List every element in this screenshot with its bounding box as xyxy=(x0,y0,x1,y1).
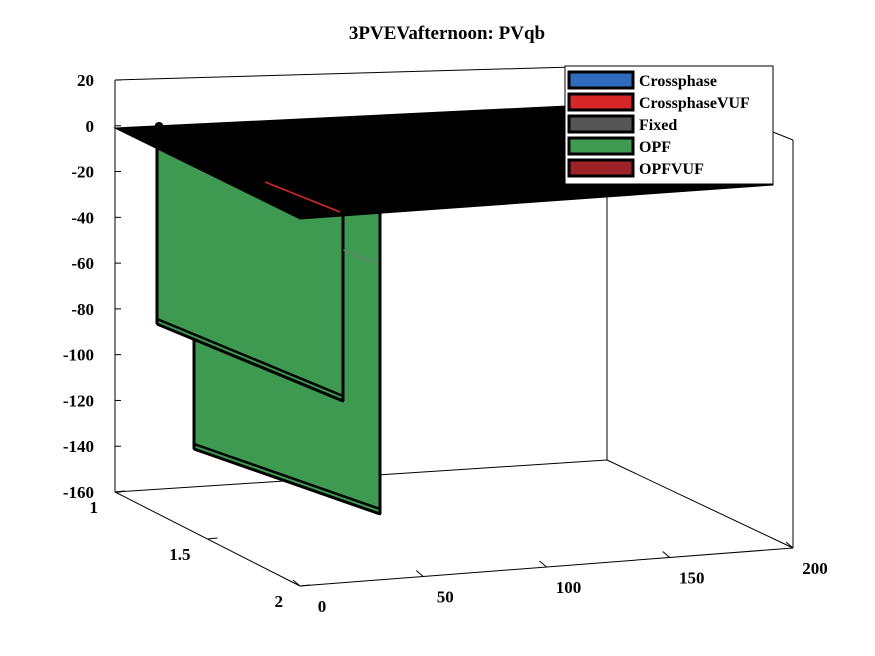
y-tick-label: 1 xyxy=(90,498,99,517)
x-tick-mark xyxy=(785,541,794,549)
legend-swatch xyxy=(567,92,635,112)
z-tick-label: -40 xyxy=(71,208,94,227)
x-tick-label: 200 xyxy=(802,559,828,578)
opf-lower-edge-bottom xyxy=(193,447,381,516)
x-tick-label: 0 xyxy=(318,597,327,616)
opf-lower-edge xyxy=(193,442,381,511)
y-tick-mark xyxy=(207,537,218,540)
legend-label: OPFVUF xyxy=(639,161,704,178)
legend-entries: Crossphase CrossphaseVUF Fixed OPF OPFVUF xyxy=(567,70,750,178)
y-axis-ticks: 11.52 xyxy=(90,490,311,611)
x-axis-ticks: 0 50 100 150 200 xyxy=(292,541,828,616)
legend-swatch xyxy=(567,70,635,90)
z-axis-ticks: 20 0 -20 -40 -60 -80 -100 -120 -140 -160 xyxy=(63,71,121,502)
floor-right-edge xyxy=(606,459,794,549)
z-tick-label: 0 xyxy=(86,117,95,136)
legend-label: CrossphaseVUF xyxy=(639,95,750,112)
x-tick-mark xyxy=(539,560,547,568)
opf-upper-edge xyxy=(156,317,344,398)
legend: Crossphase CrossphaseVUF Fixed OPF OPFVUF xyxy=(564,65,774,185)
x-tick-mark xyxy=(292,579,301,587)
x-tick-label: 100 xyxy=(556,578,582,597)
legend-label: OPF xyxy=(639,139,671,156)
z-tick-label: -60 xyxy=(71,254,94,273)
y-tick-label: 1.5 xyxy=(169,545,190,564)
legend-label: Crossphase xyxy=(639,73,717,90)
x-tick-label: 50 xyxy=(437,588,454,607)
legend-label: Fixed xyxy=(639,117,677,134)
chart-title: 3PVEVafternoon: PVqb xyxy=(349,23,545,44)
legend-swatch xyxy=(567,136,635,156)
z-tick-label: -100 xyxy=(63,346,94,365)
x-tick-mark xyxy=(662,551,671,558)
y-tick-label: 2 xyxy=(275,592,284,611)
x-tick-mark xyxy=(415,570,424,577)
z-tick-label: -20 xyxy=(71,163,94,182)
z-tick-label: -140 xyxy=(63,437,94,456)
x-tick-label: 150 xyxy=(679,569,705,588)
zero-plane-corner xyxy=(155,122,163,128)
z-tick-label: -160 xyxy=(63,483,94,502)
z-tick-label: -120 xyxy=(63,391,94,410)
z-tick-label: 20 xyxy=(77,71,94,90)
crossphasevuf-trace xyxy=(264,181,341,213)
opf-upper-edge-bottom xyxy=(156,322,344,403)
legend-swatch xyxy=(567,114,635,134)
y-tick-mark xyxy=(299,584,311,587)
back-top-edge xyxy=(114,65,608,81)
fixed-line-trace xyxy=(342,249,377,264)
z-tick-label: -80 xyxy=(71,300,94,319)
y-tick-mark xyxy=(114,490,126,493)
legend-swatch xyxy=(567,158,635,178)
